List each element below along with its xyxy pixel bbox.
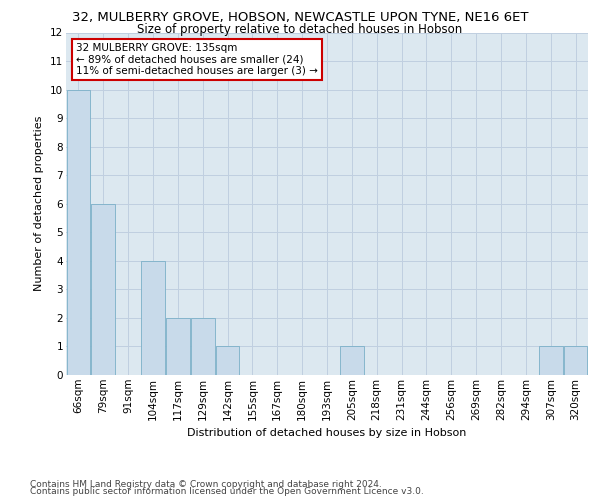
Text: Size of property relative to detached houses in Hobson: Size of property relative to detached ho…: [137, 22, 463, 36]
Bar: [191, 318, 215, 375]
Text: 32 MULBERRY GROVE: 135sqm
← 89% of detached houses are smaller (24)
11% of semi-: 32 MULBERRY GROVE: 135sqm ← 89% of detac…: [76, 43, 319, 76]
Bar: [216, 346, 239, 375]
X-axis label: Distribution of detached houses by size in Hobson: Distribution of detached houses by size …: [187, 428, 467, 438]
Bar: [166, 318, 190, 375]
Text: Contains public sector information licensed under the Open Government Licence v3: Contains public sector information licen…: [30, 487, 424, 496]
Bar: [340, 346, 364, 375]
Bar: [539, 346, 563, 375]
Bar: [141, 261, 165, 375]
Text: Contains HM Land Registry data © Crown copyright and database right 2024.: Contains HM Land Registry data © Crown c…: [30, 480, 382, 489]
Bar: [564, 346, 587, 375]
Bar: [91, 204, 115, 375]
Y-axis label: Number of detached properties: Number of detached properties: [34, 116, 44, 292]
Bar: [67, 90, 90, 375]
Text: 32, MULBERRY GROVE, HOBSON, NEWCASTLE UPON TYNE, NE16 6ET: 32, MULBERRY GROVE, HOBSON, NEWCASTLE UP…: [72, 11, 528, 24]
